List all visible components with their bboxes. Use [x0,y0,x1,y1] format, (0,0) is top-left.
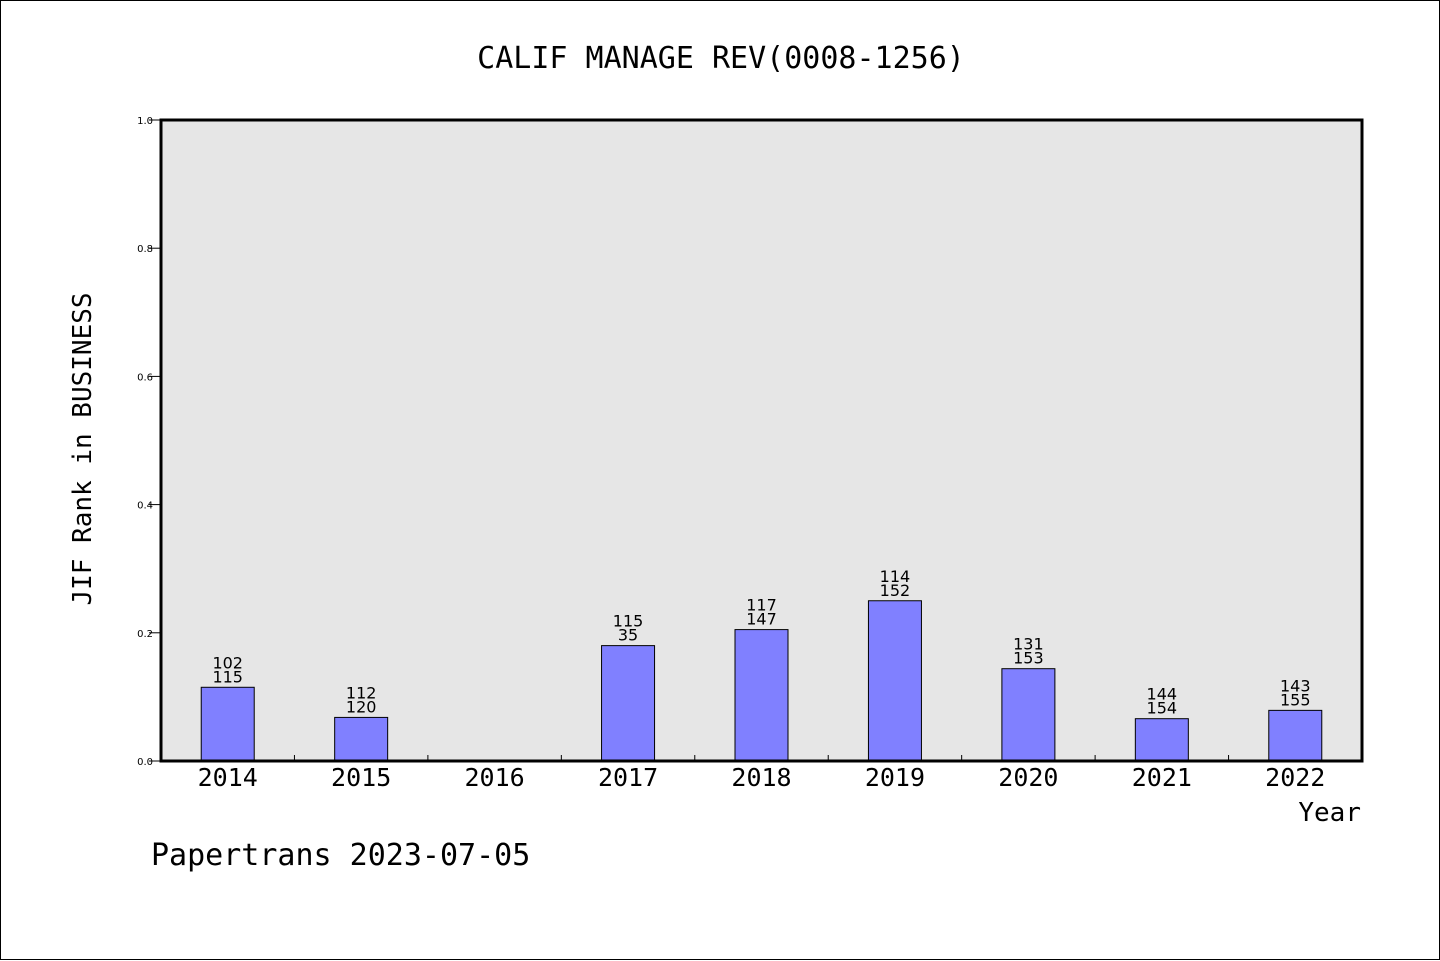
bar-label-rank: 102 [212,653,243,672]
x-tick-label: 2016 [465,763,525,792]
bar-label-total: 154 [1147,699,1178,718]
bar-label-rank: 144 [1147,685,1178,704]
bar-2017 [601,645,656,762]
bar-label-rank: 131 [1013,635,1044,654]
x-tick-label: 2021 [1132,763,1192,792]
x-tick-label: 2019 [865,763,925,792]
y-tick-label: 1.0 [137,116,153,127]
chart-title: CALIF MANAGE REV(0008-1256) [477,41,965,76]
bar-series [200,600,1323,762]
y-axis-label: JIF Rank in BUSINESS [68,292,98,605]
y-tick-label: 0.4 [137,501,153,512]
y-tick-label: 0.6 [137,372,153,383]
bar-2014 [200,686,255,762]
x-axis-ticks: 2014 2015 2016 2017 2018 2019 2020 2021 2022 [198,755,1325,792]
x-tick-label: 2014 [198,763,258,792]
x-axis-label: Year [1298,798,1361,828]
bar-label-total: 152 [880,581,911,600]
bar-label-total: 147 [746,610,777,629]
bar-2015 [334,716,389,762]
y-tick-label: 0.8 [137,244,153,255]
x-tick-label: 2020 [998,763,1058,792]
footer-credit: Papertrans 2023-07-05 [151,838,530,873]
y-tick-label: 0.0 [137,757,153,768]
bar-label-total: 155 [1280,690,1311,709]
bar-label-rank: 112 [346,683,377,702]
bar-label-rank: 143 [1280,676,1311,695]
bar-2020 [1001,668,1056,762]
y-axis-ticks: 0.0 0.2 0.4 0.6 0.8 1.0 [137,116,161,768]
bar-label-rank: 114 [880,567,911,586]
y-tick-label: 0.2 [137,629,153,640]
x-tick-label: 2015 [331,763,391,792]
bar-label-rank: 115 [613,612,644,631]
bar-label-total: 120 [346,697,377,716]
bar-2022 [1268,709,1323,762]
bar-2019 [867,600,922,762]
bar-2018 [734,629,789,762]
bar-label-rank: 117 [746,596,777,615]
bar-label-total: 35 [618,626,638,645]
x-tick-label: 2022 [1265,763,1325,792]
bar-2021 [1134,718,1189,762]
bar-data-labels: 1021151121201153511714711415213115314415… [212,567,1310,718]
plot-frame [159,118,1364,763]
bar-label-total: 115 [212,667,243,686]
x-tick-label: 2017 [598,763,658,792]
bar-label-total: 153 [1013,649,1044,668]
x-tick-label: 2018 [731,763,791,792]
